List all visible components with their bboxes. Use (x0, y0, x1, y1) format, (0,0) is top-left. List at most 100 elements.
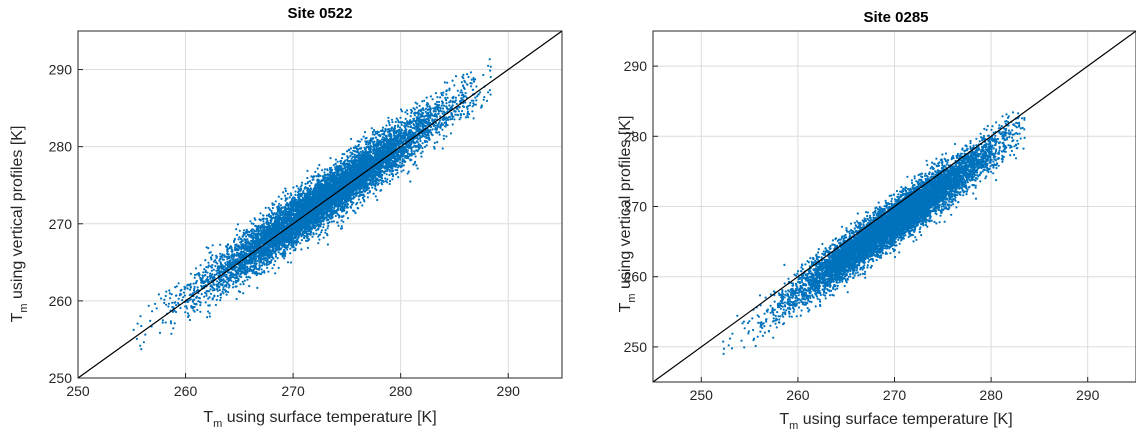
data-point (425, 140, 428, 143)
data-point (169, 322, 173, 325)
data-point (370, 127, 373, 130)
data-point (237, 238, 240, 241)
data-point (182, 296, 185, 299)
data-point (375, 188, 378, 192)
data-point (198, 297, 201, 300)
data-point (232, 280, 235, 283)
data-point (266, 260, 269, 263)
data-point (306, 176, 309, 180)
data-point (250, 222, 253, 225)
data-point (384, 177, 387, 180)
data-point (264, 206, 267, 209)
data-point (426, 115, 429, 118)
data-point (170, 332, 173, 335)
data-point (318, 163, 321, 167)
data-point (175, 303, 178, 307)
data-point (413, 150, 416, 153)
data-point (270, 209, 273, 212)
data-point (466, 107, 469, 110)
data-point (314, 170, 317, 173)
data-point (364, 150, 367, 154)
data-point (294, 249, 297, 252)
data-point (346, 150, 349, 153)
data-point (372, 128, 376, 132)
data-point (483, 96, 486, 99)
data-point (315, 175, 318, 178)
data-point (208, 315, 211, 318)
data-point (363, 131, 367, 134)
data-point (197, 300, 200, 303)
data-point (177, 282, 180, 285)
data-point (471, 110, 474, 113)
data-point (334, 214, 337, 218)
data-point (430, 125, 433, 129)
data-point (168, 289, 171, 292)
data-point (204, 301, 207, 304)
data-point (388, 182, 391, 186)
data-point (337, 224, 340, 227)
data-point (409, 115, 412, 118)
data-point (373, 140, 376, 143)
data-point (265, 266, 269, 269)
data-point (445, 93, 448, 96)
data-point (329, 166, 333, 169)
data-point (441, 94, 444, 97)
data-point (391, 175, 395, 178)
data-point (398, 161, 402, 164)
data-point (206, 271, 209, 274)
data-point (267, 263, 270, 266)
data-point (189, 298, 192, 301)
data-point (277, 195, 280, 198)
data-point (436, 141, 439, 144)
data-point (419, 125, 422, 128)
data-point (415, 164, 418, 167)
data-point (421, 142, 424, 145)
data-point (469, 101, 472, 104)
data-point (321, 169, 324, 172)
data-point (188, 288, 192, 291)
data-point (453, 109, 456, 112)
data-point (348, 148, 351, 151)
data-point (204, 259, 207, 262)
data-point (437, 100, 441, 104)
data-point (475, 85, 478, 88)
data-point (333, 207, 336, 210)
data-point (196, 308, 199, 312)
data-point (489, 69, 492, 72)
data-point (246, 278, 249, 281)
data-point (223, 254, 226, 257)
data-point (405, 109, 409, 112)
data-point (396, 169, 399, 172)
data-point (419, 139, 422, 142)
data-point (451, 79, 454, 82)
data-point (214, 265, 217, 268)
data-point (245, 276, 248, 279)
data-point (281, 255, 284, 258)
data-point (469, 82, 472, 85)
data-point (413, 108, 416, 111)
data-point (447, 116, 450, 119)
data-point (440, 104, 443, 107)
data-point (206, 316, 209, 319)
data-point (274, 260, 277, 263)
data-point (206, 276, 209, 279)
data-point (157, 293, 160, 296)
data-point (366, 192, 369, 195)
data-point (328, 216, 331, 219)
data-point (381, 126, 385, 129)
data-point (254, 218, 257, 221)
data-point (191, 299, 195, 302)
data-point (199, 301, 202, 304)
data-point (184, 305, 187, 308)
data-point (289, 261, 293, 264)
data-point (362, 135, 365, 138)
data-point (236, 223, 239, 226)
data-point (472, 99, 475, 102)
data-point (388, 121, 391, 124)
data-point (460, 113, 463, 117)
data-point (332, 164, 335, 167)
data-point (306, 169, 309, 172)
data-point (326, 243, 329, 246)
data-point (238, 275, 241, 278)
data-point (327, 224, 330, 228)
